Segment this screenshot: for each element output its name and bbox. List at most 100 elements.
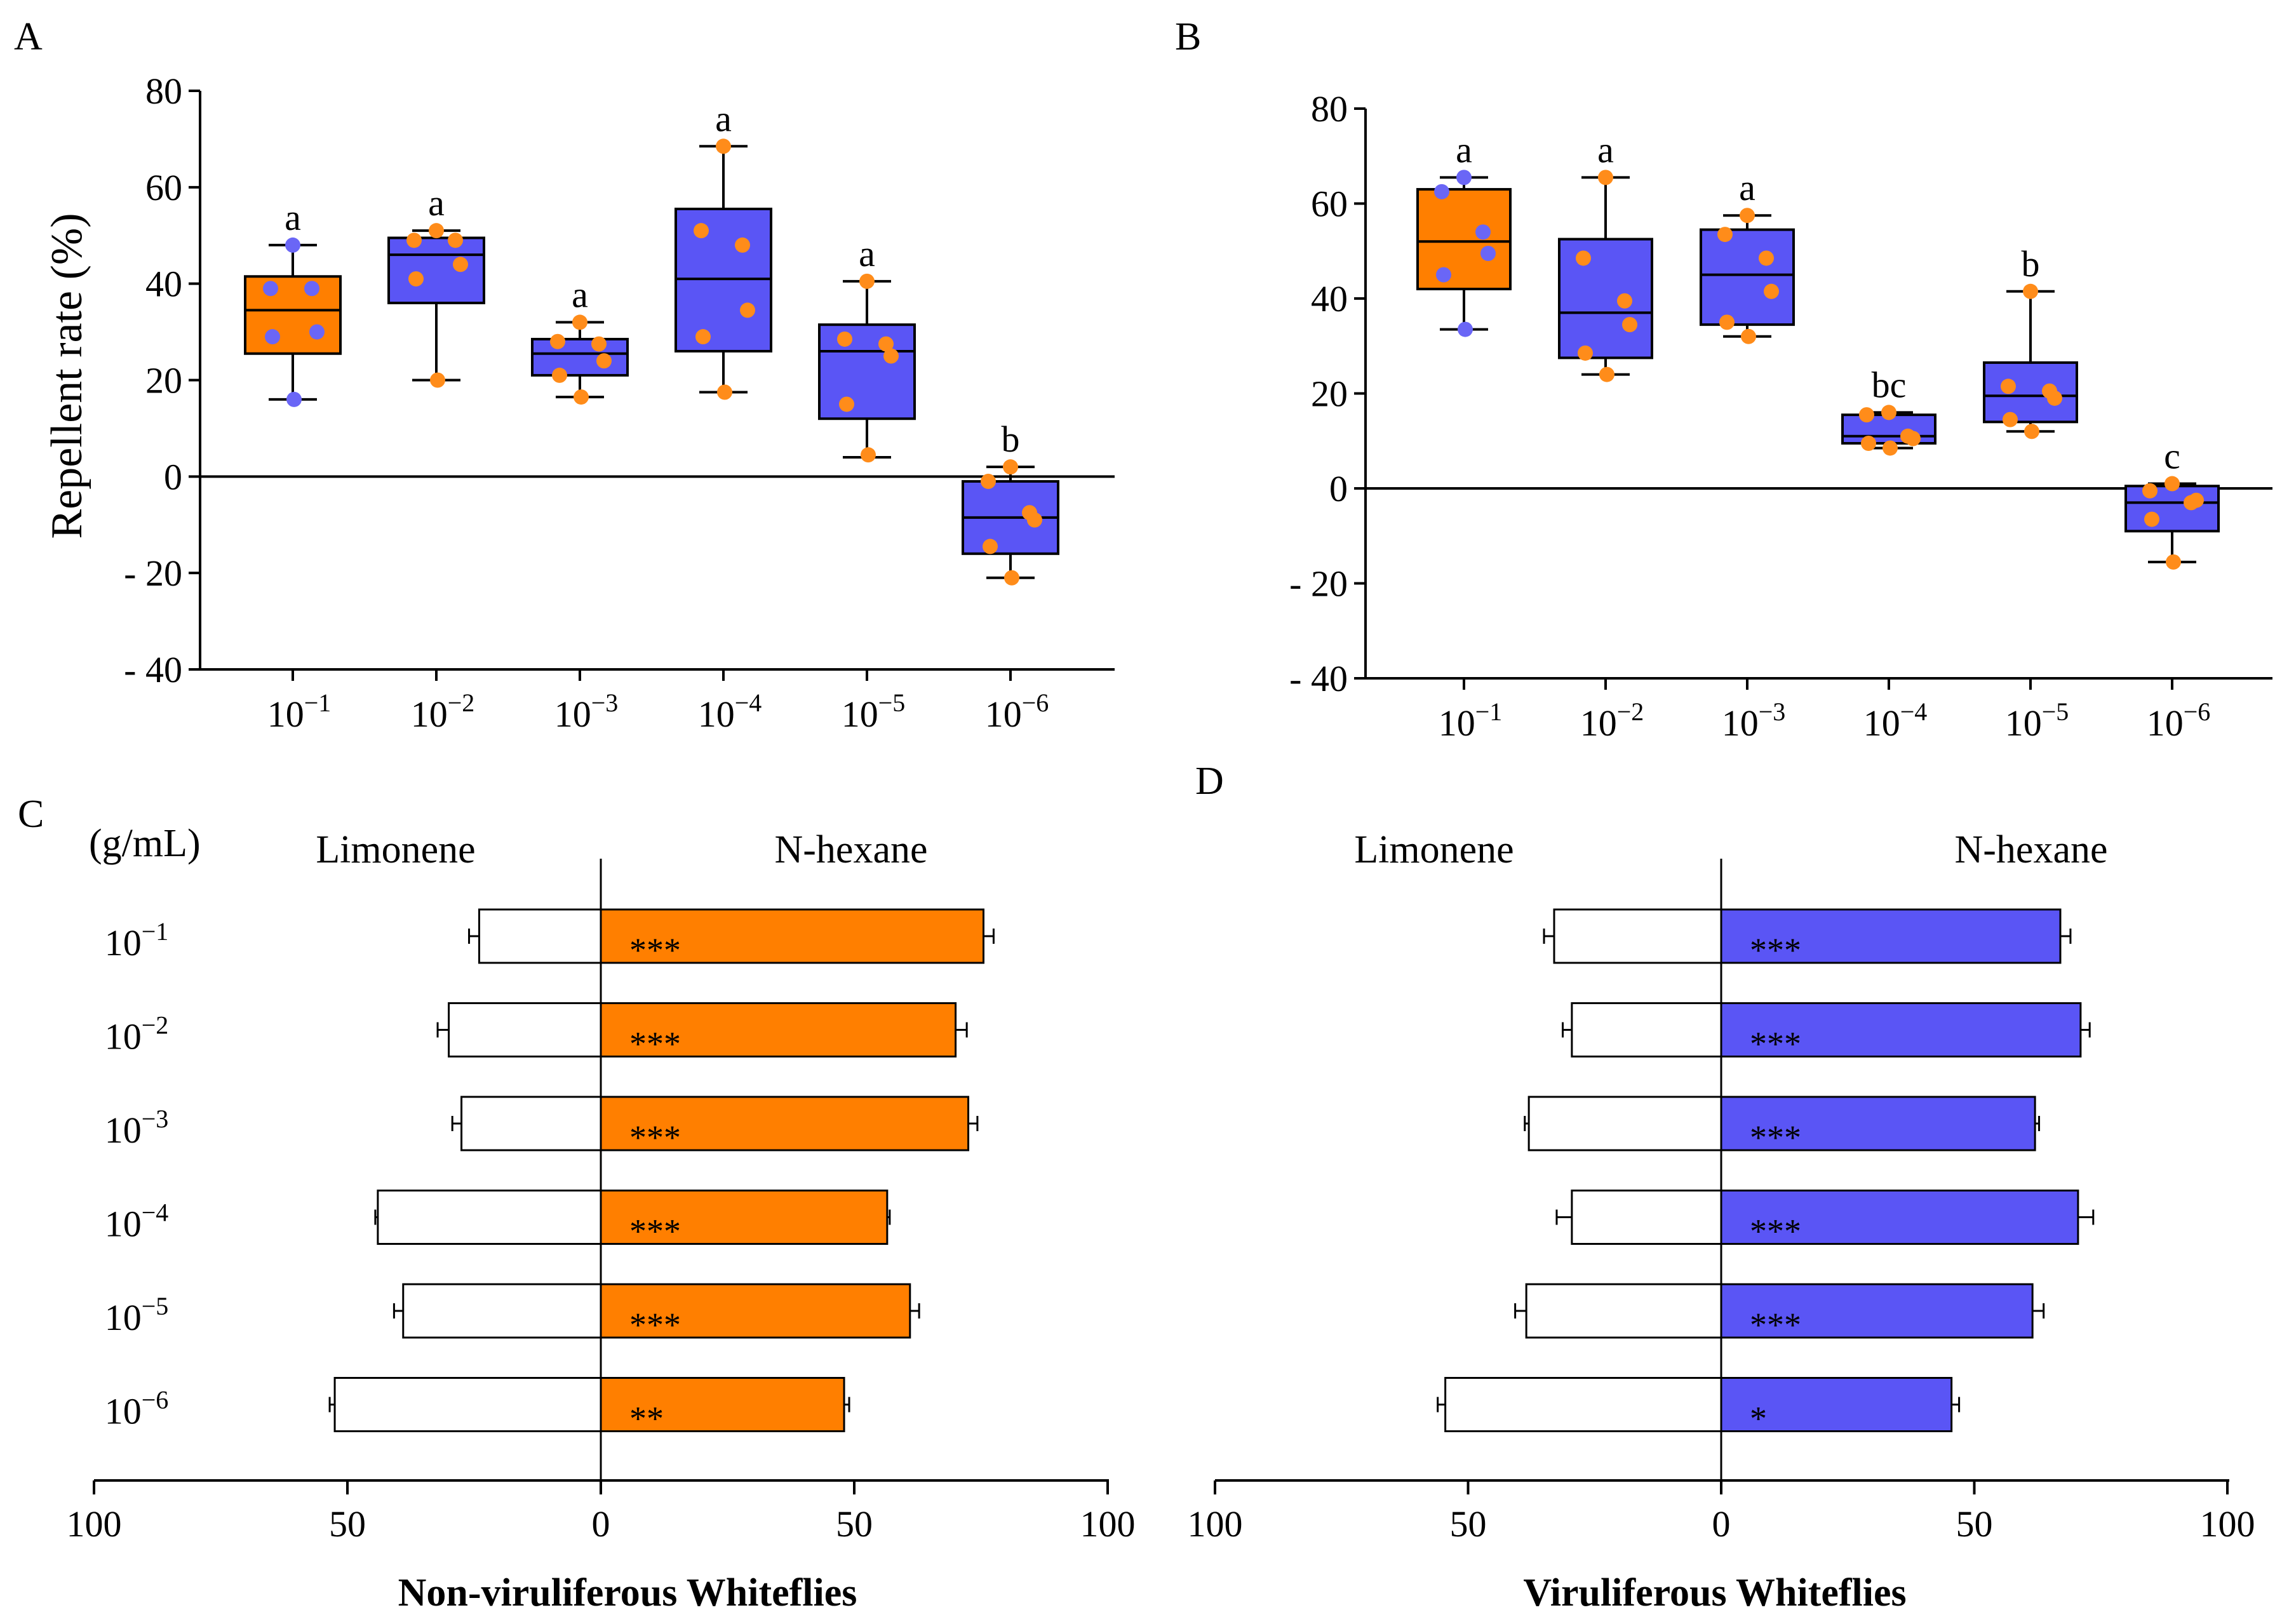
data-point xyxy=(2024,424,2039,440)
limonene-bar xyxy=(1553,908,1722,964)
panel-c-x-ticks: 100 50 0 50 100 xyxy=(67,1479,1136,1545)
box-iqr xyxy=(1983,361,2078,424)
limonene-bar xyxy=(377,1190,602,1245)
data-point xyxy=(1881,405,1896,420)
data-point xyxy=(1859,407,1874,423)
significance-stars: *** xyxy=(1750,1306,1801,1344)
box-1: a xyxy=(1416,129,1512,337)
data-point xyxy=(1599,366,1614,382)
x-tick-label: 100 xyxy=(1080,1503,1136,1545)
data-point xyxy=(1764,283,1779,299)
significance-letter: a xyxy=(859,233,875,274)
data-point xyxy=(1622,317,1637,333)
x-tick-label: 10−6 xyxy=(985,688,1049,735)
panel-d-right-label: N-hexane xyxy=(1955,828,2108,871)
significance-letter: c xyxy=(2164,436,2180,477)
x-tick-label: 10−4 xyxy=(698,688,762,735)
panel-a-y-ticks: 80 60 40 20 0 - 20 - 40 xyxy=(124,70,201,690)
significance-stars: * xyxy=(1750,1400,1767,1438)
bar-row-1: *** xyxy=(1543,908,2072,969)
panel-a-y-axis-label: Repellent rate (%) xyxy=(43,213,91,539)
bar-row-6: ** xyxy=(328,1377,850,1438)
data-point xyxy=(883,348,899,364)
x-tick-label: 0 xyxy=(1712,1503,1731,1545)
x-tick-label: 10−2 xyxy=(411,688,475,735)
y-tick-label: 60 xyxy=(145,167,182,208)
box-6: c xyxy=(2124,436,2220,570)
y-tick-label: - 40 xyxy=(1289,658,1348,699)
data-point xyxy=(861,447,876,463)
significance-letter: a xyxy=(715,98,732,139)
data-point xyxy=(2189,492,2204,508)
panel-a-letter: A xyxy=(14,15,43,58)
panel-d-bar-chart: D Limonene N-hexane **************** 100… xyxy=(1188,760,2255,1614)
y-tick-label: 0 xyxy=(1329,468,1348,509)
category-label: 10−2 xyxy=(105,1011,169,1057)
data-point xyxy=(2165,476,2180,492)
data-point xyxy=(983,539,998,554)
significance-stars: *** xyxy=(1750,1212,1801,1251)
box-2: a xyxy=(1558,129,1653,382)
x-tick-label: 10−6 xyxy=(2147,697,2211,744)
box-iqr xyxy=(387,236,485,305)
data-point xyxy=(1861,435,1876,451)
x-tick-label: 10−5 xyxy=(2005,697,2069,744)
data-point xyxy=(286,391,302,407)
x-tick-label: 100 xyxy=(2200,1503,2255,1545)
nhexane-bar xyxy=(600,1096,970,1151)
significance-stars: *** xyxy=(1750,1118,1801,1157)
limonene-bar xyxy=(333,1377,602,1432)
significance-letter: a xyxy=(428,182,445,224)
significance-stars: *** xyxy=(629,931,681,969)
data-point xyxy=(453,257,468,272)
data-point xyxy=(408,271,424,287)
bar-row-2: *** xyxy=(1562,1002,2091,1063)
limonene-bar xyxy=(1444,1377,1722,1432)
x-tick-label: 100 xyxy=(1188,1503,1243,1545)
data-point xyxy=(572,314,587,330)
nhexane-bar xyxy=(1720,1002,2082,1057)
box-iqr xyxy=(1416,188,1512,291)
data-point xyxy=(878,336,894,352)
data-point xyxy=(304,281,319,297)
nhexane-bar xyxy=(1720,1283,2034,1339)
box-5: a xyxy=(818,233,916,463)
limonene-bar xyxy=(1527,1096,1722,1151)
category-label: 10−5 xyxy=(105,1292,169,1338)
bar-row-5: *** xyxy=(1514,1283,2045,1344)
panel-c-left-label: Limonene xyxy=(316,828,475,871)
data-point xyxy=(1576,250,1591,266)
data-point xyxy=(981,473,996,489)
data-point xyxy=(2166,554,2181,570)
data-point xyxy=(591,336,607,352)
data-point xyxy=(265,329,280,345)
box-iqr xyxy=(531,337,629,377)
category-label: 10−1 xyxy=(105,917,169,963)
limonene-bar xyxy=(1525,1283,1722,1339)
data-point xyxy=(550,333,565,349)
significance-letter: bc xyxy=(1872,364,1907,405)
data-point xyxy=(837,331,852,347)
data-point xyxy=(430,372,445,388)
x-tick-label: 10−3 xyxy=(554,688,619,735)
panel-a-box-chart: A Repellent rate (%) 80 60 40 20 0 - 20 - 40 a… xyxy=(14,15,1115,735)
panel-c-letter: C xyxy=(18,793,44,836)
box-iqr xyxy=(1700,228,1795,326)
box-4: bc xyxy=(1841,364,1936,456)
data-point xyxy=(859,273,875,289)
significance-stars: *** xyxy=(629,1025,681,1063)
panel-b-x-ticks: 10−1 10−2 10−3 10−4 10−5 10−6 xyxy=(1366,677,2272,744)
box-3: a xyxy=(1700,167,1795,344)
bar-row-1: *** xyxy=(468,908,995,969)
data-point xyxy=(1905,431,1921,446)
nhexane-bar xyxy=(1720,1096,2036,1151)
y-tick-label: - 20 xyxy=(1289,563,1348,605)
data-point xyxy=(309,324,325,340)
y-tick-label: 60 xyxy=(1311,184,1348,225)
data-point xyxy=(1578,345,1593,361)
data-point xyxy=(735,237,750,253)
data-point xyxy=(1436,267,1451,283)
data-point xyxy=(406,232,422,248)
bar-row-2: *** xyxy=(436,1002,968,1063)
